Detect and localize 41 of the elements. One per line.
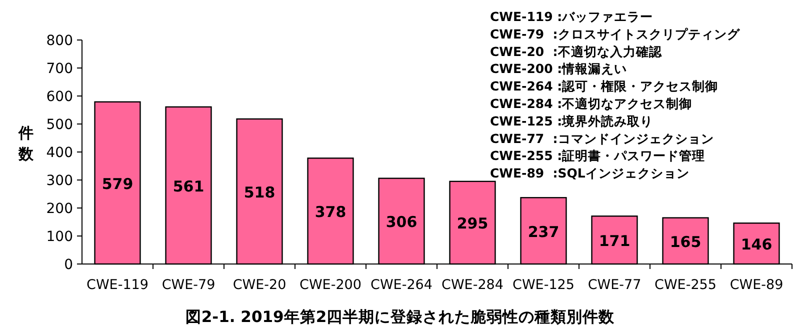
x-tick-label: CWE-89	[730, 277, 784, 293]
annotation: CWE-284 :不適切なアクセス制御	[490, 96, 692, 111]
y-axis-title: 件数	[18, 124, 34, 163]
data-label: 579	[102, 174, 134, 193]
data-label: 146	[740, 236, 772, 254]
x-tick-label: CWE-200	[300, 277, 362, 293]
annotation: CWE-77 :コマンドインジェクション	[490, 130, 714, 146]
data-label: 561	[172, 177, 204, 196]
x-tick-label: CWE-284	[442, 277, 504, 293]
x-tick-label: CWE-119	[86, 277, 148, 293]
y-tick-label: 700	[46, 61, 73, 77]
y-tick-label: 800	[46, 33, 73, 49]
x-tick-label: CWE-125	[512, 277, 574, 293]
x-tick-label: CWE-264	[370, 277, 432, 293]
data-label: 165	[670, 232, 702, 251]
annotation: CWE-125 :境界外読み取り	[490, 113, 654, 128]
y-tick-label: 500	[46, 117, 73, 133]
annotation: CWE-264 :認可・権限・アクセス制御	[490, 78, 718, 94]
x-tick-label: CWE-255	[654, 277, 716, 293]
data-label: 306	[386, 213, 418, 232]
y-tick-label: 400	[46, 145, 73, 161]
y-tick-label: 600	[46, 89, 73, 105]
x-tick-label: CWE-79	[162, 277, 216, 293]
data-label: 237	[528, 222, 560, 241]
data-label: 378	[314, 203, 346, 222]
y-tick-label: 300	[46, 173, 73, 189]
y-tick-label: 100	[46, 229, 73, 245]
annotation: CWE-255 :証明書・パスワード管理	[490, 148, 706, 164]
annotation: CWE-89 :SQLインジェクション	[490, 166, 690, 181]
text: CWE-119 :バッファエラー	[490, 9, 654, 24]
x-tick-label: CWE-77	[588, 277, 642, 293]
data-label: 171	[598, 232, 630, 250]
data-label: 295	[456, 214, 488, 233]
x-tick-label: CWE-20	[232, 277, 286, 293]
data-label: 518	[244, 183, 276, 202]
y-tick-label: 200	[46, 201, 73, 217]
annotation: CWE-20 :不適切な入力確認	[490, 44, 663, 59]
y-tick-label: 0	[64, 257, 73, 273]
annotation: CWE-79 :クロスサイトスクリプティング	[490, 26, 741, 42]
annotation: CWE-200 :情報漏えい	[490, 61, 628, 76]
text: 図2-1. 2019年第2四半期に登録された脆弱性の種類別件数	[185, 308, 616, 326]
